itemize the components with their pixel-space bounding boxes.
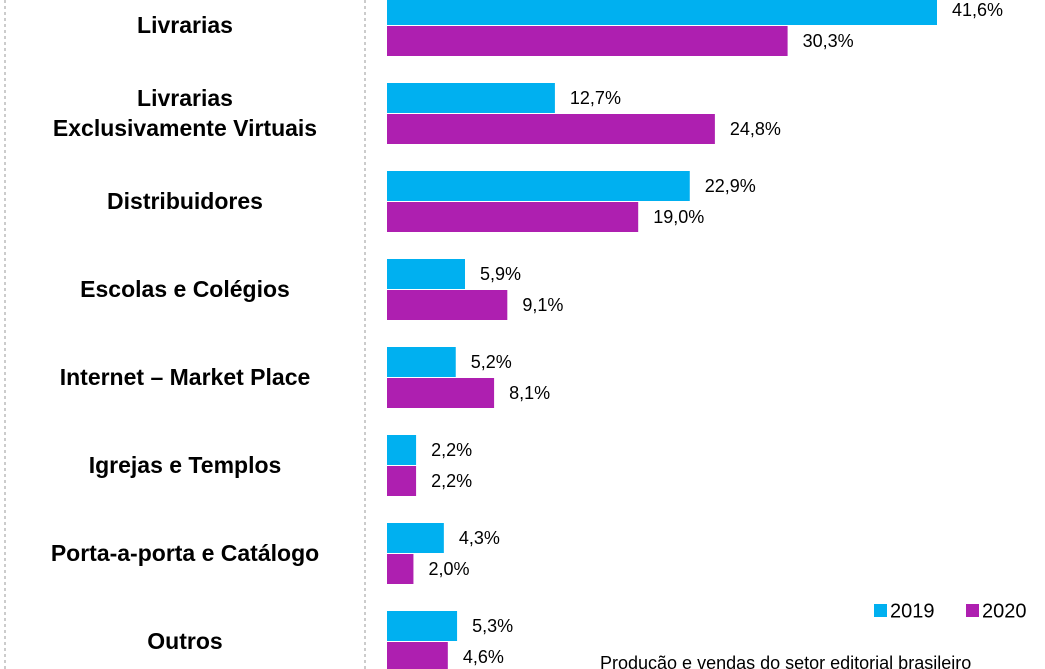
bar (387, 523, 444, 553)
bar (387, 171, 690, 201)
value-label: 9,1% (522, 295, 563, 315)
legend-label: 2020 (982, 600, 1027, 622)
value-label: 4,6% (463, 647, 504, 667)
value-label: 2,2% (431, 440, 472, 460)
bar (387, 554, 414, 584)
legend-swatch (874, 604, 887, 617)
bar (387, 347, 456, 377)
value-label: 30,3% (803, 31, 854, 51)
category-label: Outros (147, 628, 223, 654)
value-label: 19,0% (653, 207, 704, 227)
value-label: 12,7% (570, 88, 621, 108)
category-label: Escolas e Colégios (80, 276, 290, 302)
bar (387, 611, 458, 641)
legend-swatch (966, 604, 979, 617)
bar (387, 202, 639, 232)
value-label: 22,9% (705, 176, 756, 196)
value-label: 5,3% (472, 616, 513, 636)
category-label: Livrarias Exclusivamente Virtuais (52, 85, 318, 141)
category-label: Porta-a-porta e Catálogo (50, 540, 320, 566)
value-label: 5,9% (480, 264, 521, 284)
value-label: 2,0% (428, 559, 469, 579)
category-label: Internet – Market Place (59, 364, 311, 390)
bar (387, 466, 417, 496)
value-label: 8,1% (509, 383, 550, 403)
category-label: Livrarias (137, 12, 233, 38)
source-note: Produção e vendas do setor editorial bra… (600, 653, 971, 669)
bar (387, 259, 466, 289)
bar (387, 642, 448, 669)
bar (387, 114, 715, 144)
category-label: Distribuidores (107, 188, 263, 214)
bar (387, 290, 508, 320)
value-label: 24,8% (730, 119, 781, 139)
value-label: 4,3% (459, 528, 500, 548)
value-label: 2,2% (431, 471, 472, 491)
value-label: 41,6% (952, 0, 1003, 20)
value-label: 5,2% (471, 352, 512, 372)
bar (387, 83, 555, 113)
legend-label: 2019 (890, 600, 935, 622)
bar (387, 0, 937, 25)
bar (387, 26, 788, 56)
bar (387, 435, 417, 465)
bar (387, 378, 495, 408)
category-label: Igrejas e Templos (88, 452, 282, 478)
